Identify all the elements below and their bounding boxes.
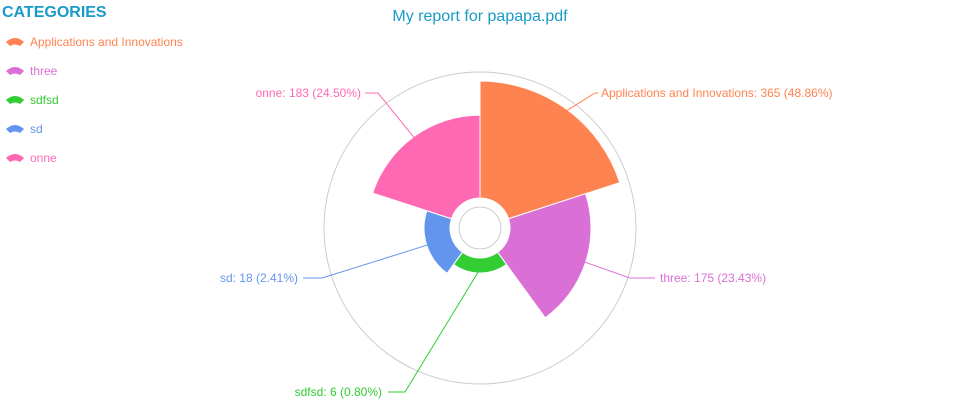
leader-line — [581, 260, 655, 279]
data-label: three: 175 (23.43%) — [660, 271, 766, 285]
rose-sector[interactable] — [479, 80, 621, 220]
legend-label: Applications and Innovations — [30, 35, 183, 49]
legend-marker-icon — [6, 38, 24, 46]
leader-line — [365, 92, 417, 141]
chart-title: My report for papapa.pdf — [392, 8, 568, 25]
legend-item[interactable]: onne — [6, 151, 57, 165]
legend-item[interactable]: sd — [6, 122, 43, 136]
inner-ring — [458, 206, 502, 250]
legend-label: sd — [30, 122, 43, 136]
legend: CATEGORIES Applications and Innovations t… — [2, 4, 183, 165]
legend-item[interactable]: sdfsd — [6, 93, 59, 107]
data-label: onne: 183 (24.50%) — [256, 86, 361, 100]
legend-label: sdfsd — [30, 93, 59, 107]
data-label: sdfsd: 6 (0.80%) — [295, 385, 382, 399]
legend-marker-icon — [6, 125, 24, 133]
legend-item[interactable]: three — [6, 64, 58, 78]
legend-label: onne — [30, 151, 57, 165]
legend-marker-icon — [6, 96, 24, 104]
data-label: Applications and Innovations: 365 (48.86… — [601, 86, 833, 100]
legend-item[interactable]: Applications and Innovations — [6, 35, 183, 49]
outer-ring — [323, 71, 637, 385]
leader-line — [303, 243, 431, 279]
leader-line — [388, 268, 481, 393]
legend-marker-icon — [6, 154, 24, 162]
leader-line — [563, 92, 598, 113]
legend-label: three — [30, 64, 58, 78]
legend-marker-icon — [6, 67, 24, 75]
legend-title: CATEGORIES — [2, 4, 107, 21]
data-label: sd: 18 (2.41%) — [220, 271, 298, 285]
